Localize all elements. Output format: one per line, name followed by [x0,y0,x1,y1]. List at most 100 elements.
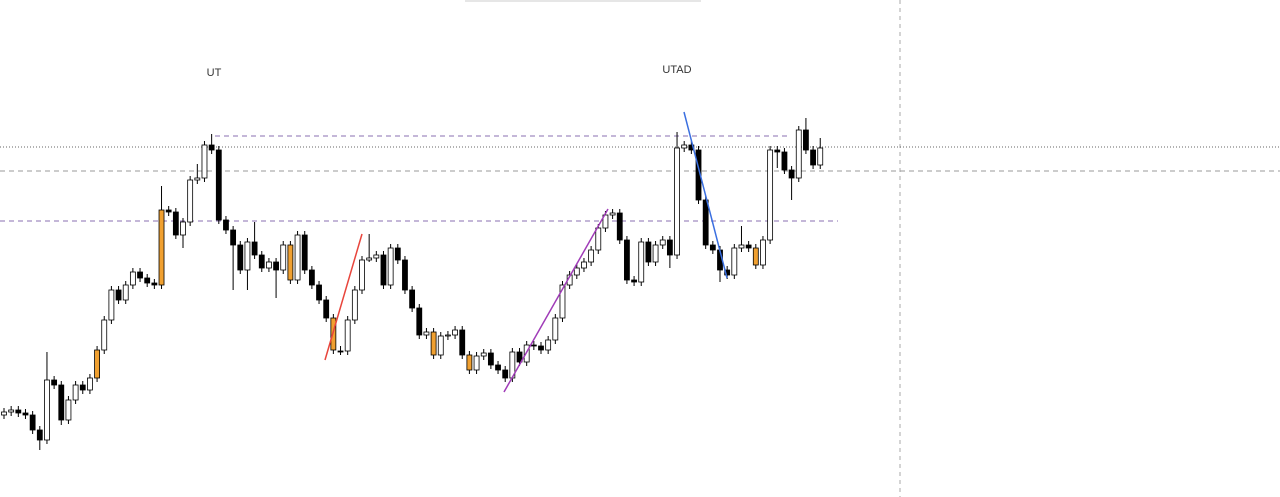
candle-body [129,271,136,286]
candle-body [387,247,394,286]
trend-line [324,233,363,361]
trend-line [683,111,728,279]
candle-body [108,289,115,321]
candle-body [487,352,494,366]
candle-body [258,254,265,269]
candle-body [495,364,501,371]
candle-body [22,412,29,416]
candle-body [51,379,58,386]
candle-body [502,369,509,379]
candle-body [445,334,451,337]
candle-body [817,147,824,166]
candle-body [810,149,816,166]
candle-body [144,277,151,284]
candle-body [29,414,36,431]
candle-body [308,269,315,286]
candle-body [552,317,559,341]
candle-body [624,239,630,281]
candle-body [731,247,738,276]
candle-body [301,234,308,271]
candle-body [36,429,43,441]
candle-body [659,239,666,246]
candle-body [595,227,602,251]
candle-body [194,177,201,181]
candle-body [223,219,229,231]
candle-body [373,254,380,259]
candle-body [702,199,709,246]
candle-body [638,241,645,283]
candle-body [201,144,208,179]
candle-body [151,282,158,286]
candle-body [87,377,93,391]
candle-body [588,249,595,263]
candle-body [15,409,22,414]
candle-body [616,212,623,241]
candle-body [8,409,15,413]
candle-body [803,129,809,151]
candle-body [466,354,473,371]
candle-body [172,211,179,236]
candle-body [530,344,537,347]
candle-body [280,244,287,271]
candle-body [65,399,72,421]
candle-body [165,209,172,213]
candle-body [158,209,165,286]
trend-line [503,208,609,393]
candle-body [251,241,258,256]
candle-body [287,244,294,281]
candle-body [559,284,566,319]
candle-body [122,284,129,301]
candle-body [394,247,401,261]
candle-body [187,179,194,223]
candle-body [237,244,244,271]
candle-body [674,147,680,256]
candle-body [402,259,408,291]
candle-body [316,284,322,301]
candle-body [430,331,437,356]
candle-body [760,239,766,266]
candle-body [437,335,444,356]
candle-body [351,289,358,321]
candles [1,118,824,450]
candle-body [745,244,752,249]
candle-body [366,257,373,261]
candle-body [538,345,544,351]
candle-body [645,241,652,263]
candle-body [573,267,580,276]
candle-body [230,229,237,246]
annotation: UT [207,67,222,79]
candle-body [581,261,587,269]
candle-body [359,259,365,291]
candle-body [609,212,616,216]
candle-body [115,289,122,301]
candle-body [180,221,186,236]
candle-body [774,149,781,153]
candle-body [323,299,330,319]
candle-body [652,244,659,263]
candle-body [94,349,100,379]
candle-body [452,329,458,336]
candle-body [72,384,79,401]
candle-body [666,239,673,256]
candle-body [781,151,788,171]
candle-body [1,411,7,416]
candle-body [795,129,802,179]
candle-body [208,144,215,151]
candle-body [294,234,301,281]
candle-body [752,247,759,266]
candle-body [516,351,523,363]
candle-body [545,339,552,351]
candle-body [423,331,430,336]
candle-body [344,319,351,352]
top-bar [465,0,701,2]
candle-body [79,384,86,391]
candle-body [473,355,480,371]
candle-body [137,271,143,279]
candle-body [459,329,466,356]
candle-body [681,144,688,149]
candle-body [215,149,222,221]
candle-body [44,379,50,441]
candle-body [101,319,108,351]
candle-body [724,269,731,276]
